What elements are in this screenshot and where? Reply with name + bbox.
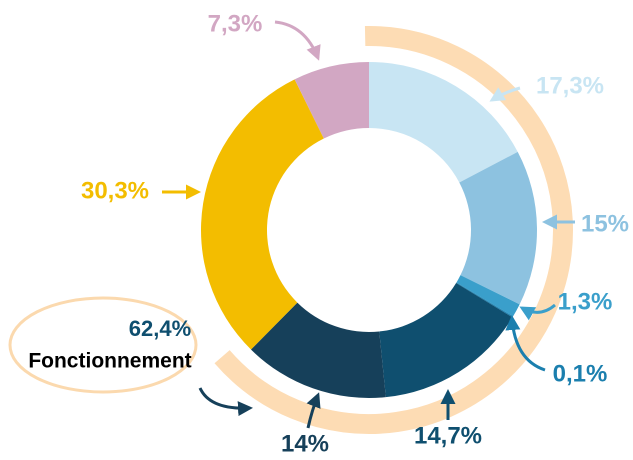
annotation-text: Fonctionnement xyxy=(28,350,191,373)
slice xyxy=(459,151,537,305)
annotation-value: 62,4% xyxy=(129,316,191,341)
value-label: 14% xyxy=(281,430,329,457)
value-label: 0,1% xyxy=(553,360,608,387)
slice xyxy=(456,282,514,318)
value-label: 30,3% xyxy=(81,177,149,204)
slice xyxy=(379,283,513,398)
arrow xyxy=(505,315,546,372)
value-label: 15% xyxy=(581,210,629,237)
arrow xyxy=(489,86,521,102)
slice xyxy=(200,79,324,350)
arrow xyxy=(519,303,556,321)
slice xyxy=(250,302,386,398)
arrow xyxy=(274,20,321,61)
annotation-ellipse xyxy=(8,296,198,394)
slice xyxy=(369,62,518,183)
arrow xyxy=(306,392,321,429)
value-label: 1,3% xyxy=(558,288,613,315)
slice xyxy=(294,62,369,139)
value-label: 7,3% xyxy=(208,10,263,37)
arrow xyxy=(198,387,253,417)
value-label: 17,3% xyxy=(536,72,604,99)
slice xyxy=(456,275,520,317)
arrows xyxy=(162,20,575,429)
slices xyxy=(200,62,537,398)
value-label: 14,7% xyxy=(414,422,482,449)
